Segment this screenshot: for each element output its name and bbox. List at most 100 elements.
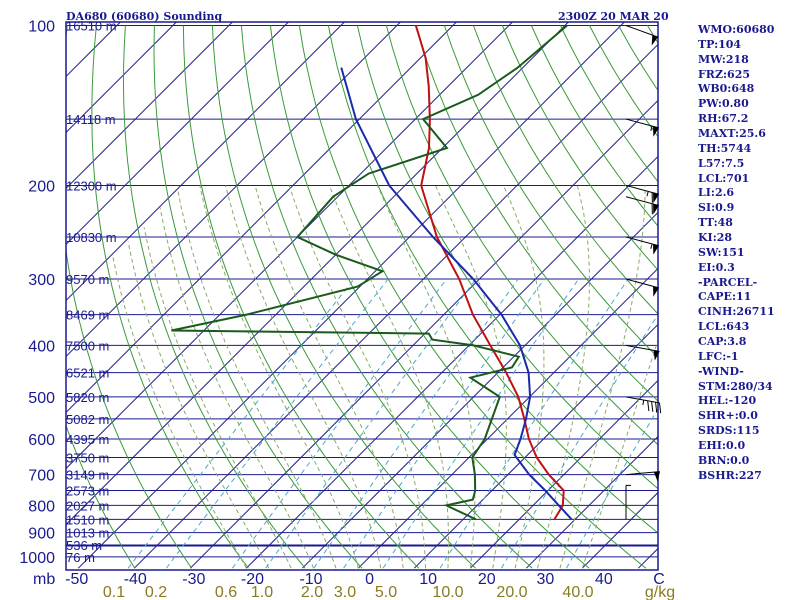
- sounding-index-item: LCL:701: [698, 171, 750, 185]
- height-label: 4395 m: [66, 432, 109, 447]
- sounding-timestamp: 2300Z 20 MAR 20: [558, 10, 669, 23]
- wind-barb-pennant: [653, 244, 659, 255]
- temperature-tick-label: 10: [419, 571, 437, 588]
- wind-barb-half-feather: [650, 125, 653, 132]
- temperature-tick-label: -50: [65, 571, 88, 588]
- wind-barb-pennant: [653, 203, 659, 215]
- pressure-unit-label: mb: [33, 571, 55, 588]
- moist-adiabat-line: [581, 338, 658, 569]
- sounding-index-item: TT:48: [698, 216, 733, 230]
- height-label: 10830 m: [66, 230, 117, 245]
- dry-adiabat-line: [240, 25, 533, 569]
- dry-adiabat-line: [356, 25, 658, 490]
- temperature-tick-label: -40: [124, 571, 147, 588]
- mixing-ratio-tick-label: 0.2: [145, 584, 167, 600]
- sounding-index-item: WB0:648: [698, 82, 755, 96]
- moist-adiabat-line: [377, 185, 476, 569]
- mixing-ratio-tick-label: 3.0: [334, 584, 356, 600]
- sounding-index-item: PW:0.80: [698, 97, 749, 111]
- wind-barb-pennant: [653, 286, 659, 297]
- plot-frame: [65, 21, 659, 571]
- wind-barb-staff: [625, 25, 659, 38]
- sounding-index-item: LI:2.6: [698, 186, 735, 200]
- sounding-index-item: SHR+:0.0: [698, 409, 758, 423]
- mixing-ratio-unit-label: g/kg: [645, 584, 675, 600]
- sounding-index-item: CAPE:11: [698, 290, 752, 304]
- mixing-ratio-tick-label: 20.0: [496, 584, 527, 600]
- wind-barb-pennant: [653, 126, 659, 137]
- height-label: 12300 m: [66, 178, 117, 193]
- isotherm-line: [469, 379, 658, 569]
- mixing-ratio-line: [439, 278, 629, 569]
- wind-barb-staff: [625, 396, 660, 404]
- isotherm-line: [66, 22, 290, 246]
- height-label: 8469 m: [66, 308, 109, 323]
- height-label: 5820 m: [66, 390, 109, 405]
- dry-adiabat-line: [298, 25, 647, 569]
- isotherm-line: [66, 22, 234, 190]
- height-label: 14118 m: [66, 112, 116, 127]
- height-label: 3149 m: [66, 468, 109, 483]
- dry-adiabat-line: [66, 424, 136, 569]
- sounding-index-item: RH:67.2: [698, 112, 749, 126]
- height-label: 1510 m: [66, 512, 109, 527]
- sounding-index-item: L57:7.5: [698, 156, 745, 170]
- wind-barb: [625, 471, 660, 482]
- wind-barb: [625, 184, 659, 204]
- wind-barb: [625, 196, 659, 215]
- dry-adiabat-line: [122, 25, 306, 569]
- moist-adiabat-line: [559, 185, 646, 569]
- wind-barb-half-feather: [642, 399, 645, 406]
- isotherm-line: [66, 22, 570, 526]
- isotherm-line: [66, 22, 514, 470]
- sounding-index-item: STM:280/34: [698, 379, 773, 393]
- sounding-index-item: LCL:643: [698, 320, 750, 334]
- wind-barb-feather: [647, 400, 650, 412]
- sounding-index-item: MW:218: [698, 52, 749, 66]
- wind-barb-half-feather: [650, 243, 653, 249]
- sounding-index-item: HEL:-120: [698, 394, 757, 408]
- temperature-tick-label: 0: [365, 571, 374, 588]
- sounding-title: DA680 (60680) Sounding: [66, 10, 223, 23]
- pressure-tick-label: 100: [28, 19, 55, 36]
- height-label: 76 m: [66, 550, 95, 565]
- sounding-index-item: CINH:26711: [698, 305, 775, 319]
- parcel-profile-line: [340, 67, 573, 521]
- wind-barb-feather: [658, 402, 662, 414]
- height-label: 2027 m: [66, 498, 109, 513]
- dry-adiabat-line: [443, 25, 658, 359]
- temperature-tick-label: 40: [595, 571, 613, 588]
- dry-adiabat-line: [211, 25, 476, 569]
- mixing-ratio-tick-label: 40.0: [562, 584, 593, 600]
- height-label: 3750 m: [66, 450, 109, 465]
- wind-barb: [625, 278, 659, 297]
- wind-barb: [625, 344, 660, 361]
- wind-barb-staff: [625, 278, 659, 289]
- moist-adiabat-line: [503, 185, 545, 569]
- dry-adiabat-line: [91, 25, 249, 569]
- dry-adiabat-line: [472, 25, 658, 315]
- wind-barb: [625, 236, 659, 255]
- moist-adiabat-line: [434, 185, 507, 569]
- pressure-tick-label: 400: [28, 338, 55, 355]
- mixing-ratio-line: [165, 278, 389, 569]
- dry-adiabat-line: [66, 25, 193, 569]
- temperature-profile-line: [414, 25, 565, 520]
- temperature-unit-label: C: [653, 571, 665, 588]
- isotherm-line: [0, 14, 73, 569]
- dry-adiabat-line: [327, 25, 658, 534]
- plot-border: [65, 21, 659, 571]
- moist-adiabat-line: [127, 241, 270, 569]
- mixing-ratio-tick-label: 2.0: [301, 584, 323, 600]
- wind-barb-feather: [655, 402, 658, 413]
- background-lines: [0, 14, 658, 569]
- sounding-index-item: LFC:-1: [698, 349, 739, 363]
- moist-adiabat-line: [112, 254, 247, 569]
- mixing-ratio-tick-label: 5.0: [375, 584, 397, 600]
- height-label: 6521 m: [66, 366, 109, 381]
- height-label: 536 m: [66, 538, 102, 553]
- wind-barb-staff: [625, 184, 659, 195]
- temperature-tick-label: 30: [536, 571, 554, 588]
- sounding-index-item: EHI:0.0: [698, 439, 746, 453]
